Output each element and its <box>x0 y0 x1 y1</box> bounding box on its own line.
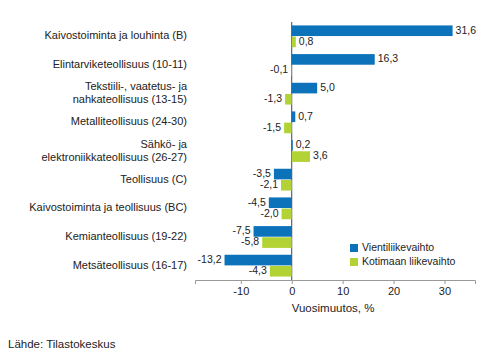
tick: 20 <box>388 280 400 297</box>
data-label: 3,6 <box>313 149 328 161</box>
data-label: -13,2 <box>198 253 222 265</box>
category-label: Teollisuus (C) <box>120 173 187 185</box>
bar <box>284 123 292 134</box>
category-label: Metalliteollisuus (24-30) <box>71 115 187 127</box>
data-label: -2,0 <box>260 207 278 219</box>
tick-mark <box>241 280 242 284</box>
bar <box>262 237 292 248</box>
data-label: -5,8 <box>241 235 259 247</box>
data-label: 0,2 <box>296 138 311 150</box>
category-label: Kaivostoiminta ja louhinta (B) <box>45 29 187 41</box>
data-label: -4,3 <box>249 264 267 276</box>
bar <box>270 266 292 277</box>
bar <box>292 83 317 94</box>
data-label: -1,5 <box>263 121 281 133</box>
tick: 0 <box>289 280 295 297</box>
category-label: Sähkö- jaelektroniikkateollisuus (26-27) <box>41 137 187 162</box>
legend: Vientiliikevaihto Kotimaan liikevaihto <box>350 241 456 267</box>
bar <box>292 37 296 48</box>
data-label: 0,8 <box>299 35 314 47</box>
tick-label: 30 <box>439 285 451 297</box>
bar <box>292 111 296 122</box>
bar <box>292 54 375 65</box>
source: Lähde: Tilastokeskus <box>8 338 116 350</box>
bar <box>281 180 292 191</box>
category-label: Tekstiili-, vaatetus- janahkateollisuus … <box>73 80 188 105</box>
legend-label: Kotimaan liikevaihto <box>362 255 456 267</box>
category-label: Kaivostoiminta ja teollisuus (BC) <box>29 201 187 213</box>
chart: -10 0 10 20 30 Kaivostoiminta ja louhinta (B)… <box>0 0 493 360</box>
tick-mark <box>292 280 293 284</box>
legend-swatch <box>350 244 358 252</box>
bar <box>285 94 292 105</box>
data-label: 16,3 <box>378 52 399 64</box>
bar <box>292 140 293 151</box>
axis-title: Vuosimuutos, % <box>292 302 375 314</box>
category-label: Metsäteollisuus (16-17) <box>73 259 187 271</box>
data-label: 5,0 <box>320 81 335 93</box>
data-label: 31,6 <box>456 24 477 36</box>
category-label: Kemianteollisuus (19-22) <box>65 230 187 242</box>
bar <box>291 65 293 76</box>
data-label: 0,7 <box>298 110 313 122</box>
tick-label: 20 <box>388 285 400 297</box>
data-label: -2,1 <box>260 178 278 190</box>
bars <box>225 25 453 276</box>
data-label: -0,1 <box>270 63 288 75</box>
tick-label: 0 <box>289 285 295 297</box>
legend-label: Vientiliikevaihto <box>362 241 434 253</box>
legend-swatch <box>350 258 358 266</box>
tick-label: 10 <box>337 285 349 297</box>
bar <box>292 151 310 162</box>
axis-line <box>196 281 476 285</box>
tick: 30 <box>439 280 451 297</box>
tick-mark <box>394 280 395 284</box>
x-axis: -10 0 10 20 30 <box>196 280 476 297</box>
category-label: Elintarviketeollisuus (10-11) <box>53 58 187 70</box>
y-axis: Kaivostoiminta ja louhinta (B) Elintarvik… <box>29 29 188 270</box>
tick: -10 <box>233 280 249 297</box>
bar <box>254 226 292 237</box>
bar <box>292 25 453 36</box>
tick-label: -10 <box>233 285 249 297</box>
data-label: -1,3 <box>264 92 282 104</box>
data-labels: 31,616,35,00,70,2-3,5-4,5-7,5-13,20,8-0,… <box>198 24 477 277</box>
tick-mark <box>444 280 445 284</box>
tick-mark <box>343 280 344 284</box>
tick: 10 <box>337 280 349 297</box>
bar <box>282 209 292 220</box>
